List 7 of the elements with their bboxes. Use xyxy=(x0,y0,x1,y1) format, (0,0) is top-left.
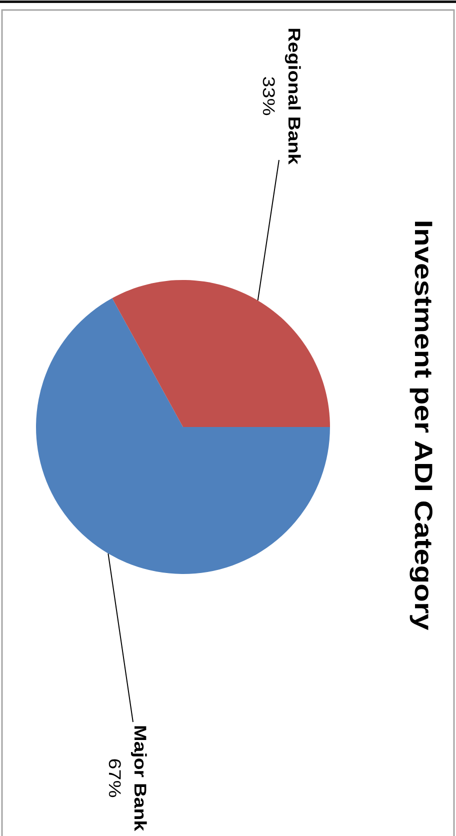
data-label: 67% xyxy=(105,758,125,798)
slice-label: Regional Bank xyxy=(284,28,304,166)
pie-slice xyxy=(36,298,330,574)
pie-slice xyxy=(112,280,330,427)
data-label: 33% xyxy=(259,76,279,116)
slice-label: Major Bank xyxy=(130,724,150,832)
text: Investment per ADI Category xyxy=(410,220,438,631)
